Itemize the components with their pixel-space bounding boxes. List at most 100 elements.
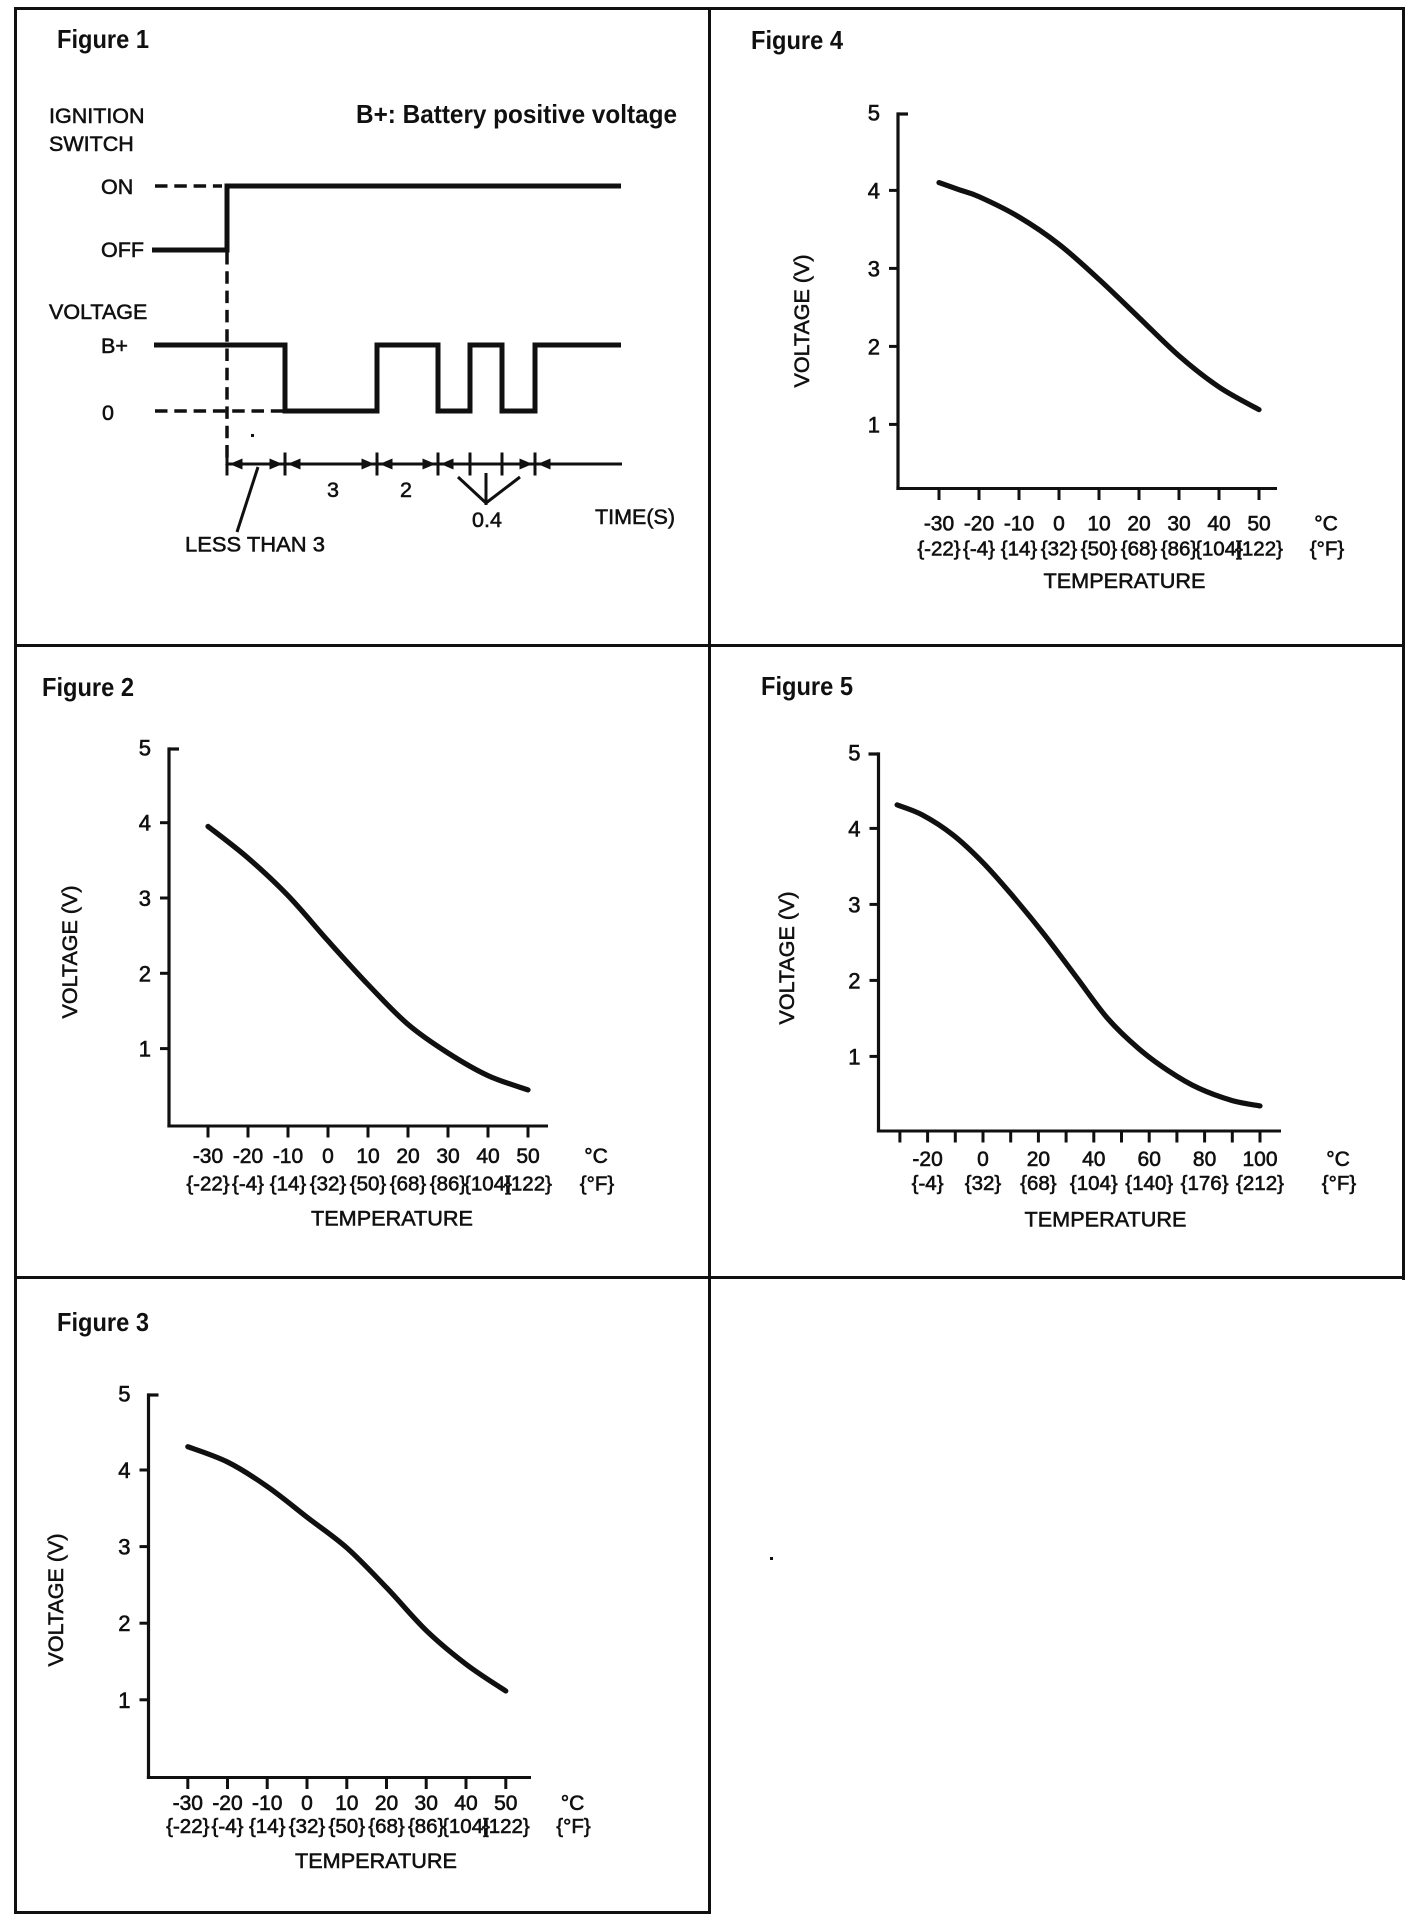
svg-text:10: 10 [356,1145,379,1168]
svg-text:1: 1 [848,1044,860,1069]
svg-text:3: 3 [848,892,860,917]
svg-text:3: 3 [868,256,880,281]
svg-text:{14}: {14} [270,1173,307,1196]
svg-text:{-4}: {-4} [212,1815,244,1838]
svg-text:{14}: {14} [249,1815,286,1838]
svg-text:4: 4 [868,178,880,203]
svg-text:5: 5 [868,100,880,125]
svg-text:{104}: {104} [464,1173,512,1196]
svg-text:Figure 2: Figure 2 [42,672,134,702]
svg-text:{104}: {104} [1070,1172,1118,1195]
svg-text:{122}: {122} [504,1173,552,1196]
svg-text:{14}: {14} [1001,538,1038,561]
svg-text:TEMPERATURE: TEMPERATURE [1044,569,1206,593]
svg-text:20: 20 [396,1145,419,1168]
svg-text:{50}: {50} [329,1815,366,1838]
svg-text:Figure 1: Figure 1 [57,24,149,54]
svg-text:OFF: OFF [101,238,144,262]
svg-text:{68}: {68} [1121,538,1158,561]
svg-text:{32}: {32} [965,1172,1002,1195]
svg-text:2: 2 [139,961,151,986]
svg-text:{176}: {176} [1181,1172,1229,1195]
svg-text:{°F}: {°F} [556,1815,591,1838]
svg-text:VOLTAGE (V): VOLTAGE (V) [44,1534,68,1667]
svg-text:{86}: {86} [408,1815,445,1838]
svg-text:{-22}: {-22} [186,1173,229,1196]
svg-text:{122}: {122} [482,1815,530,1838]
svg-text:B+: B+ [101,334,128,358]
svg-text:20: 20 [375,1792,398,1815]
svg-text:10: 10 [335,1792,358,1815]
svg-text:40: 40 [454,1792,477,1815]
svg-text:{68}: {68} [390,1173,427,1196]
svg-text:4: 4 [139,811,151,836]
svg-text:0: 0 [322,1145,334,1168]
svg-text:TEMPERATURE: TEMPERATURE [311,1207,473,1231]
svg-text:40: 40 [1207,513,1230,536]
svg-text:40: 40 [1082,1148,1105,1171]
svg-text:0: 0 [977,1148,989,1171]
svg-text:2: 2 [868,334,880,359]
svg-text:80: 80 [1193,1148,1216,1171]
svg-text:50: 50 [1247,513,1270,536]
svg-text:LESS THAN 3: LESS THAN 3 [185,533,325,557]
svg-text:2: 2 [400,478,412,502]
svg-text:60: 60 [1138,1148,1161,1171]
svg-text:{32}: {32} [289,1815,326,1838]
svg-text:{68}: {68} [368,1815,405,1838]
svg-text:-20: -20 [212,1792,242,1815]
svg-text:{°F}: {°F} [580,1173,615,1196]
svg-text:1: 1 [118,1688,130,1713]
svg-text:5: 5 [848,740,860,765]
svg-text:{50}: {50} [350,1173,387,1196]
svg-text:100: 100 [1242,1148,1277,1171]
svg-text:{212}: {212} [1236,1172,1284,1195]
svg-text:VOLTAGE: VOLTAGE [49,300,147,324]
svg-text:20: 20 [1127,513,1150,536]
svg-text:VOLTAGE (V): VOLTAGE (V) [775,892,799,1025]
svg-text:3: 3 [139,886,151,911]
svg-text:B+: Battery positive voltage: B+: Battery positive voltage [356,99,677,129]
svg-text:{-22}: {-22} [917,538,960,561]
svg-text:{104}: {104} [442,1815,490,1838]
svg-text:{104}: {104} [1195,538,1243,561]
svg-text:2: 2 [848,968,860,993]
svg-text:50: 50 [494,1792,517,1815]
svg-text:{68}: {68} [1020,1172,1057,1195]
svg-text:ON: ON [101,175,133,199]
svg-text:-10: -10 [273,1145,303,1168]
svg-text:{50}: {50} [1081,538,1118,561]
svg-text:2: 2 [118,1611,130,1636]
svg-text:IGNITION: IGNITION [49,104,145,128]
svg-text:30: 30 [436,1145,459,1168]
svg-text:Figure 5: Figure 5 [761,671,853,701]
svg-text:0: 0 [1053,513,1065,536]
svg-text:5: 5 [139,735,151,760]
svg-text:50: 50 [516,1145,539,1168]
svg-text:{86}: {86} [430,1173,467,1196]
svg-text:SWITCH: SWITCH [49,132,134,156]
svg-text:{°F}: {°F} [1322,1172,1357,1195]
svg-text:°C: °C [584,1145,608,1168]
svg-text:-30: -30 [193,1145,223,1168]
svg-text:{-4}: {-4} [963,538,995,561]
svg-text:40: 40 [476,1145,499,1168]
svg-text:10: 10 [1087,513,1110,536]
svg-text:{-4}: {-4} [912,1172,944,1195]
svg-text:TEMPERATURE: TEMPERATURE [1025,1208,1187,1232]
svg-text:5: 5 [118,1381,130,1406]
svg-text:{°F}: {°F} [1310,538,1345,561]
svg-text:TEMPERATURE: TEMPERATURE [295,1849,457,1873]
svg-text:-30: -30 [924,513,954,536]
svg-text:{140}: {140} [1125,1172,1173,1195]
svg-text:0.4: 0.4 [472,508,502,532]
svg-text:VOLTAGE (V): VOLTAGE (V) [790,255,814,388]
svg-text:1: 1 [139,1037,151,1062]
svg-text:-20: -20 [233,1145,263,1168]
svg-text:-30: -30 [173,1792,203,1815]
svg-text:{-22}: {-22} [166,1815,209,1838]
svg-text:30: 30 [415,1792,438,1815]
svg-text:1: 1 [868,412,880,437]
svg-text:TIME(S): TIME(S) [595,505,675,529]
svg-text:{32}: {32} [1041,538,1078,561]
